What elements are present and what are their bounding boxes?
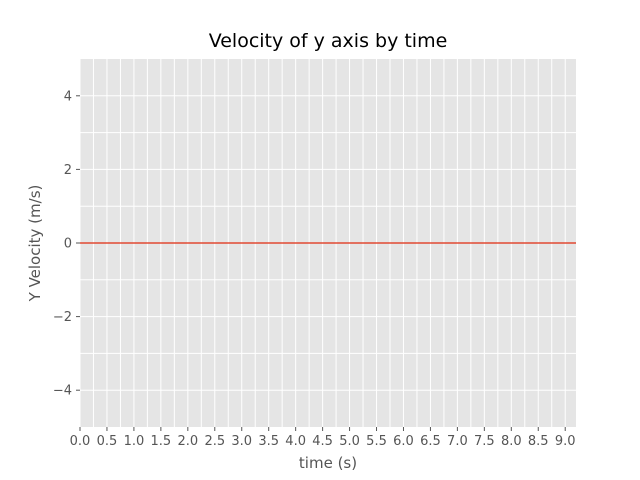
chart-title: Velocity of y axis by time <box>208 30 448 52</box>
x-tick-label: 2.0 <box>177 434 198 449</box>
x-tick-label: 5.0 <box>339 434 360 449</box>
x-tick-label: 7.5 <box>474 434 495 449</box>
x-tick-label: 0.5 <box>97 434 118 449</box>
y-tick-label: 2 <box>64 163 72 178</box>
y-tick-label: −2 <box>53 310 72 325</box>
x-tick-label: 0.0 <box>70 434 91 449</box>
x-tick-label: 4.5 <box>312 434 333 449</box>
x-axis-label: time (s) <box>298 454 358 472</box>
y-tick-label: −4 <box>53 384 72 399</box>
x-tick-label: 1.5 <box>151 434 172 449</box>
x-tick-label: 4.0 <box>285 434 306 449</box>
x-tick-label: 6.5 <box>420 434 441 449</box>
y-tick-label: 4 <box>64 89 72 104</box>
x-tick-label: 3.5 <box>258 434 279 449</box>
x-tick-label: 3.0 <box>231 434 252 449</box>
x-tick-label: 5.5 <box>366 434 387 449</box>
x-tick-label: 8.0 <box>501 434 522 449</box>
x-tick-label: 7.0 <box>447 434 468 449</box>
y-axis-label: Y Velocity (m/s) <box>26 184 44 302</box>
x-tick-label: 8.5 <box>528 434 549 449</box>
x-tick-label: 2.5 <box>204 434 225 449</box>
x-tick-label: 9.0 <box>555 434 576 449</box>
x-tick-label: 6.0 <box>393 434 414 449</box>
y-tick-label: 0 <box>64 237 72 252</box>
x-tick-label: 1.0 <box>124 434 145 449</box>
